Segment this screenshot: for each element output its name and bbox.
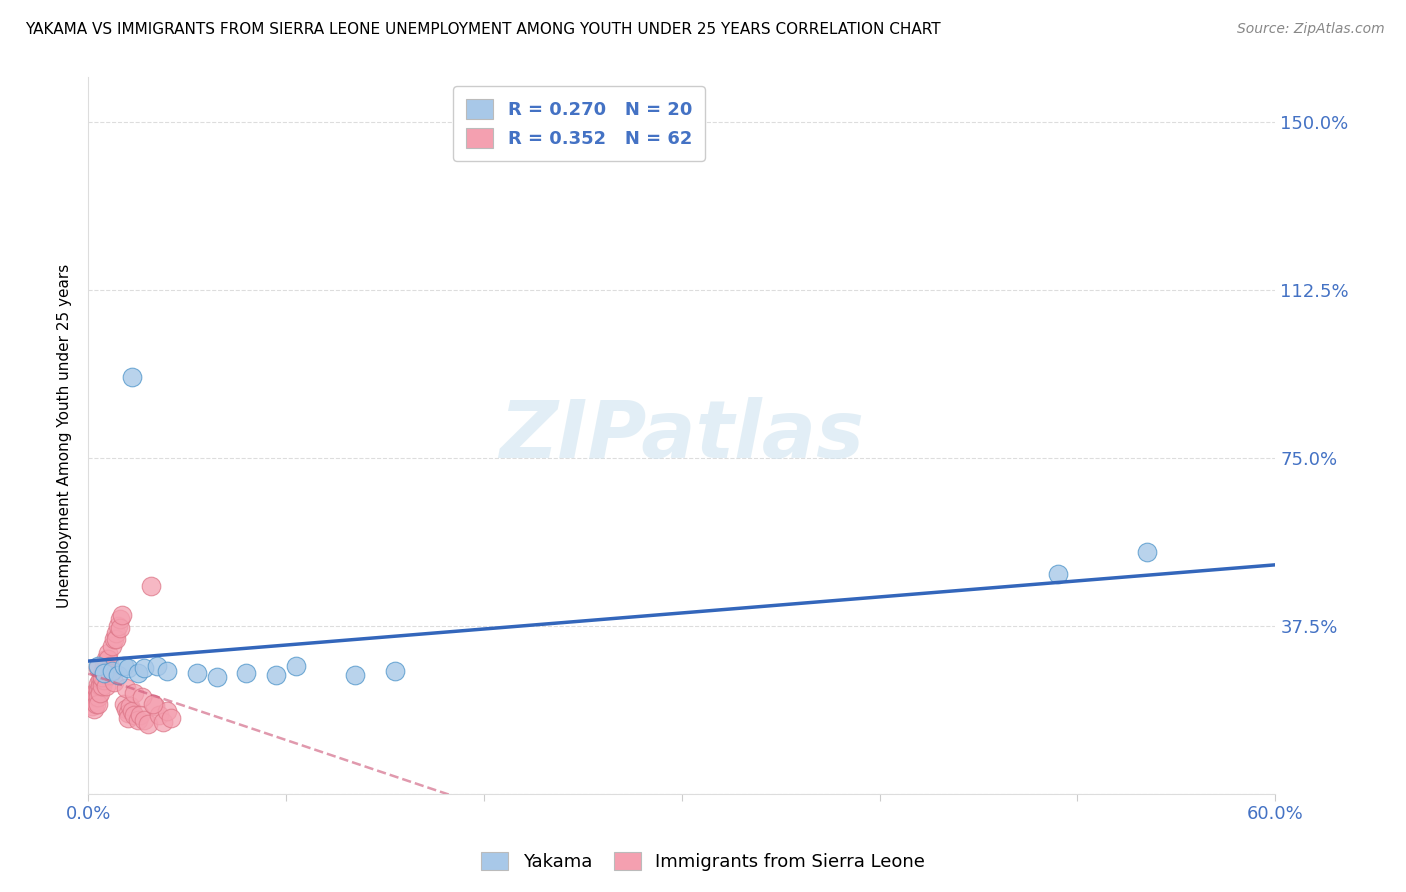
Point [83, 688, 105, 702]
Point [87, 697, 110, 711]
Point [264, 668, 287, 682]
Legend: Yakama, Immigrants from Sierra Leone: Yakama, Immigrants from Sierra Leone [474, 845, 932, 879]
Text: YAKAMA VS IMMIGRANTS FROM SIERRA LEONE UNEMPLOYMENT AMONG YOUTH UNDER 25 YEARS C: YAKAMA VS IMMIGRANTS FROM SIERRA LEONE U… [25, 22, 941, 37]
Point [101, 664, 124, 678]
Point [114, 681, 136, 696]
Point [117, 706, 139, 720]
Point [84, 690, 107, 705]
Point [94, 652, 117, 666]
Point [89, 686, 111, 700]
Point [84, 683, 107, 698]
Point [91, 673, 114, 687]
Point [121, 370, 143, 384]
Point [118, 699, 141, 714]
Point [284, 659, 307, 673]
Point [131, 690, 153, 705]
Point [98, 659, 121, 673]
Point [89, 679, 111, 693]
Y-axis label: Unemployment Among Youth under 25 years: Unemployment Among Youth under 25 years [58, 263, 72, 607]
Point [146, 659, 169, 673]
Point [87, 677, 110, 691]
Point [127, 713, 149, 727]
Point [93, 665, 115, 680]
Point [1046, 567, 1069, 582]
Point [82, 699, 104, 714]
Point [121, 704, 143, 718]
Point [107, 668, 129, 682]
Point [112, 697, 135, 711]
Point [152, 714, 174, 729]
Point [107, 619, 129, 633]
Point [117, 710, 139, 724]
Point [82, 692, 104, 706]
Point [83, 695, 105, 709]
Point [91, 665, 114, 680]
Point [142, 697, 165, 711]
Point [108, 612, 131, 626]
Point [87, 683, 110, 698]
Point [97, 652, 120, 666]
Point [186, 665, 208, 680]
Point [91, 679, 114, 693]
Point [94, 659, 117, 673]
Point [235, 665, 257, 680]
Point [127, 665, 149, 680]
Point [87, 661, 110, 675]
Point [141, 578, 163, 592]
Point [93, 659, 115, 673]
Point [132, 713, 155, 727]
Point [148, 708, 170, 723]
Point [84, 697, 107, 711]
Point [132, 661, 155, 675]
Point [136, 717, 159, 731]
Point [1136, 545, 1159, 559]
Point [156, 664, 179, 678]
Point [122, 708, 145, 723]
Point [114, 701, 136, 715]
Point [344, 668, 367, 682]
Point [87, 690, 110, 705]
Point [128, 708, 150, 723]
Point [94, 665, 117, 680]
Point [104, 625, 127, 640]
Point [111, 607, 134, 622]
Legend: R = 0.270   N = 20, R = 0.352   N = 62: R = 0.270 N = 20, R = 0.352 N = 62 [453, 87, 704, 161]
Point [98, 665, 121, 680]
Point [93, 673, 115, 687]
Point [205, 670, 228, 684]
Text: Source: ZipAtlas.com: Source: ZipAtlas.com [1237, 22, 1385, 37]
Point [83, 701, 105, 715]
Point [91, 670, 114, 684]
Point [89, 673, 111, 687]
Point [160, 710, 183, 724]
Point [384, 664, 406, 678]
Point [87, 659, 110, 673]
Point [98, 668, 121, 682]
Point [145, 699, 167, 714]
Point [122, 686, 145, 700]
Point [108, 621, 131, 635]
Point [112, 659, 135, 673]
Point [93, 665, 115, 680]
Point [156, 704, 179, 718]
Point [94, 679, 117, 693]
Text: ZIPatlas: ZIPatlas [499, 397, 865, 475]
Point [101, 639, 124, 653]
Point [103, 632, 125, 647]
Point [104, 632, 127, 647]
Point [117, 661, 139, 675]
Point [103, 674, 125, 689]
Point [97, 646, 120, 660]
